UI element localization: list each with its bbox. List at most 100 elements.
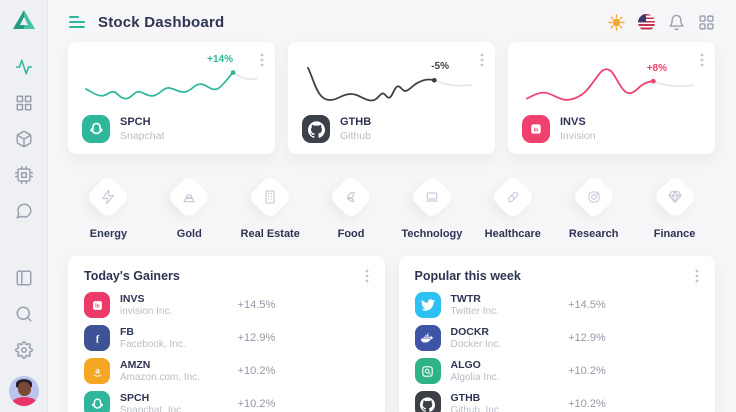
stock-symbol: SPCH [120, 116, 151, 128]
us-flag-icon[interactable] [638, 13, 655, 31]
row-company: Facebook, Inc. [120, 339, 186, 350]
snapchat-icon [84, 391, 110, 412]
svg-text:a: a [95, 366, 100, 375]
settings-gear-icon[interactable] [14, 341, 33, 359]
activity-icon[interactable] [15, 58, 33, 76]
stock-symbol: INVS [560, 116, 586, 128]
row-symbol: SPCH [120, 392, 150, 404]
github-icon [302, 115, 330, 143]
popular-this-week-panel: Popular this week TWTR Twitter Inc. +14.… [398, 256, 715, 412]
row-symbol: GTHB [450, 392, 481, 404]
kebab-menu-icon[interactable] [480, 53, 484, 67]
row-company: Snapchat, Inc. [120, 405, 184, 412]
twitter-icon [414, 292, 441, 318]
apps-grid-icon[interactable] [698, 14, 715, 31]
category-gold[interactable]: Gold [149, 174, 230, 240]
package-icon[interactable] [15, 130, 33, 148]
category-energy[interactable]: Energy [68, 174, 149, 240]
row-change: +10.2% [568, 398, 606, 410]
pill-icon [490, 174, 536, 220]
row-symbol: FB [120, 326, 134, 338]
chat-bubble-icon[interactable] [15, 202, 33, 220]
row-change: +10.2% [237, 398, 276, 410]
kebab-menu-icon[interactable] [695, 269, 699, 283]
row-change: +12.9% [568, 332, 606, 344]
theme-sun-icon[interactable] [608, 13, 625, 31]
gthb-sparkline [302, 60, 481, 116]
row-symbol: AMZN [120, 359, 151, 371]
stock-company: Snapchat [120, 130, 165, 142]
invision-icon: In [522, 115, 550, 143]
change-badge: +14% [207, 54, 233, 65]
list-item[interactable]: DOCKR Docker Inc. +12.9% [414, 325, 700, 351]
user-avatar[interactable] [8, 376, 39, 406]
avatar-shirt [11, 397, 37, 406]
panels-row: Today's Gainers In INVS invision Inc. +1… [68, 256, 715, 412]
category-label: Food [337, 228, 365, 240]
stock-card-gthb[interactable]: -5% GTHB Github [288, 42, 495, 154]
kebab-menu-icon[interactable] [700, 53, 704, 67]
algolia-icon [414, 358, 441, 384]
category-food[interactable]: Food [311, 174, 392, 240]
panel-title: Popular this week [414, 269, 521, 283]
svg-text:f: f [95, 334, 99, 345]
hamburger-menu-icon[interactable] [68, 14, 86, 30]
card-footer: GTHB Github [302, 115, 371, 143]
stock-company: Invision [560, 130, 596, 142]
docker-icon [414, 325, 441, 351]
app-logo[interactable] [11, 8, 37, 37]
category-research[interactable]: Research [553, 174, 634, 240]
top-bar: Stock Dashboard [68, 8, 715, 36]
category-healthcare[interactable]: Healthcare [472, 174, 553, 240]
row-change: +10.2% [568, 365, 606, 377]
lens-icon [571, 174, 617, 220]
cpu-icon[interactable] [14, 166, 33, 184]
row-change: +12.9% [237, 332, 276, 344]
main-content: Stock Dashboard [48, 0, 736, 412]
svg-text:In: In [534, 127, 539, 133]
laptop-icon [409, 174, 455, 220]
list-item[interactable]: In INVS invision Inc. +14.5% [84, 292, 369, 318]
search-icon[interactable] [15, 305, 33, 323]
topbar-actions [608, 13, 715, 31]
lightning-icon [85, 174, 132, 220]
category-label: Finance [653, 228, 696, 240]
notifications-bell-icon[interactable] [668, 14, 685, 31]
category-label: Healthcare [484, 228, 541, 240]
category-label: Real Estate [240, 228, 300, 240]
gold-bar-icon [166, 174, 212, 220]
category-technology[interactable]: Technology [392, 174, 473, 240]
card-footer: SPCH Snapchat [82, 115, 164, 143]
list-item[interactable]: ALGO Algolia Inc. +10.2% [414, 358, 700, 384]
avatar-head [17, 382, 31, 396]
sidebar-panel-icon[interactable] [15, 269, 33, 287]
invision-icon: In [84, 292, 110, 318]
row-company: Algolia Inc. [450, 372, 500, 383]
github-icon [414, 391, 441, 412]
change-badge: -5% [431, 61, 449, 72]
category-finance[interactable]: Finance [634, 174, 715, 240]
page-title: Stock Dashboard [98, 13, 225, 31]
category-label: Energy [89, 228, 128, 240]
list-item[interactable]: GTHB Github, Inc. +10.2% [414, 391, 700, 412]
stock-card-invs[interactable]: +8% In INVS Invision [508, 42, 715, 154]
kebab-menu-icon[interactable] [365, 269, 369, 283]
list-item[interactable]: TWTR Twitter Inc. +14.5% [414, 292, 700, 318]
row-change: +14.5% [568, 299, 606, 311]
row-company: Github, Inc. [450, 405, 502, 412]
list-item[interactable]: f FB Facebook, Inc. +12.9% [84, 325, 369, 351]
stock-symbol: GTHB [340, 116, 372, 128]
row-change: +14.5% [237, 299, 276, 311]
kebab-menu-icon[interactable] [260, 53, 264, 67]
grid-icon[interactable] [15, 94, 33, 112]
change-badge: +8% [646, 63, 667, 74]
list-item[interactable]: a AMZN Amazon.com, Inc. +10.2% [84, 358, 369, 384]
stock-card-spch[interactable]: +14% SPCH Snapchat [68, 42, 275, 154]
category-real-estate[interactable]: Real Estate [230, 174, 311, 240]
category-label: Technology [401, 228, 463, 240]
row-company: Amazon.com, Inc. [120, 372, 201, 383]
sidebar [0, 0, 48, 412]
svg-text:In: In [95, 303, 99, 309]
list-item[interactable]: SPCH Snapchat, Inc. +10.2% [84, 391, 369, 412]
snapchat-icon [82, 115, 110, 143]
